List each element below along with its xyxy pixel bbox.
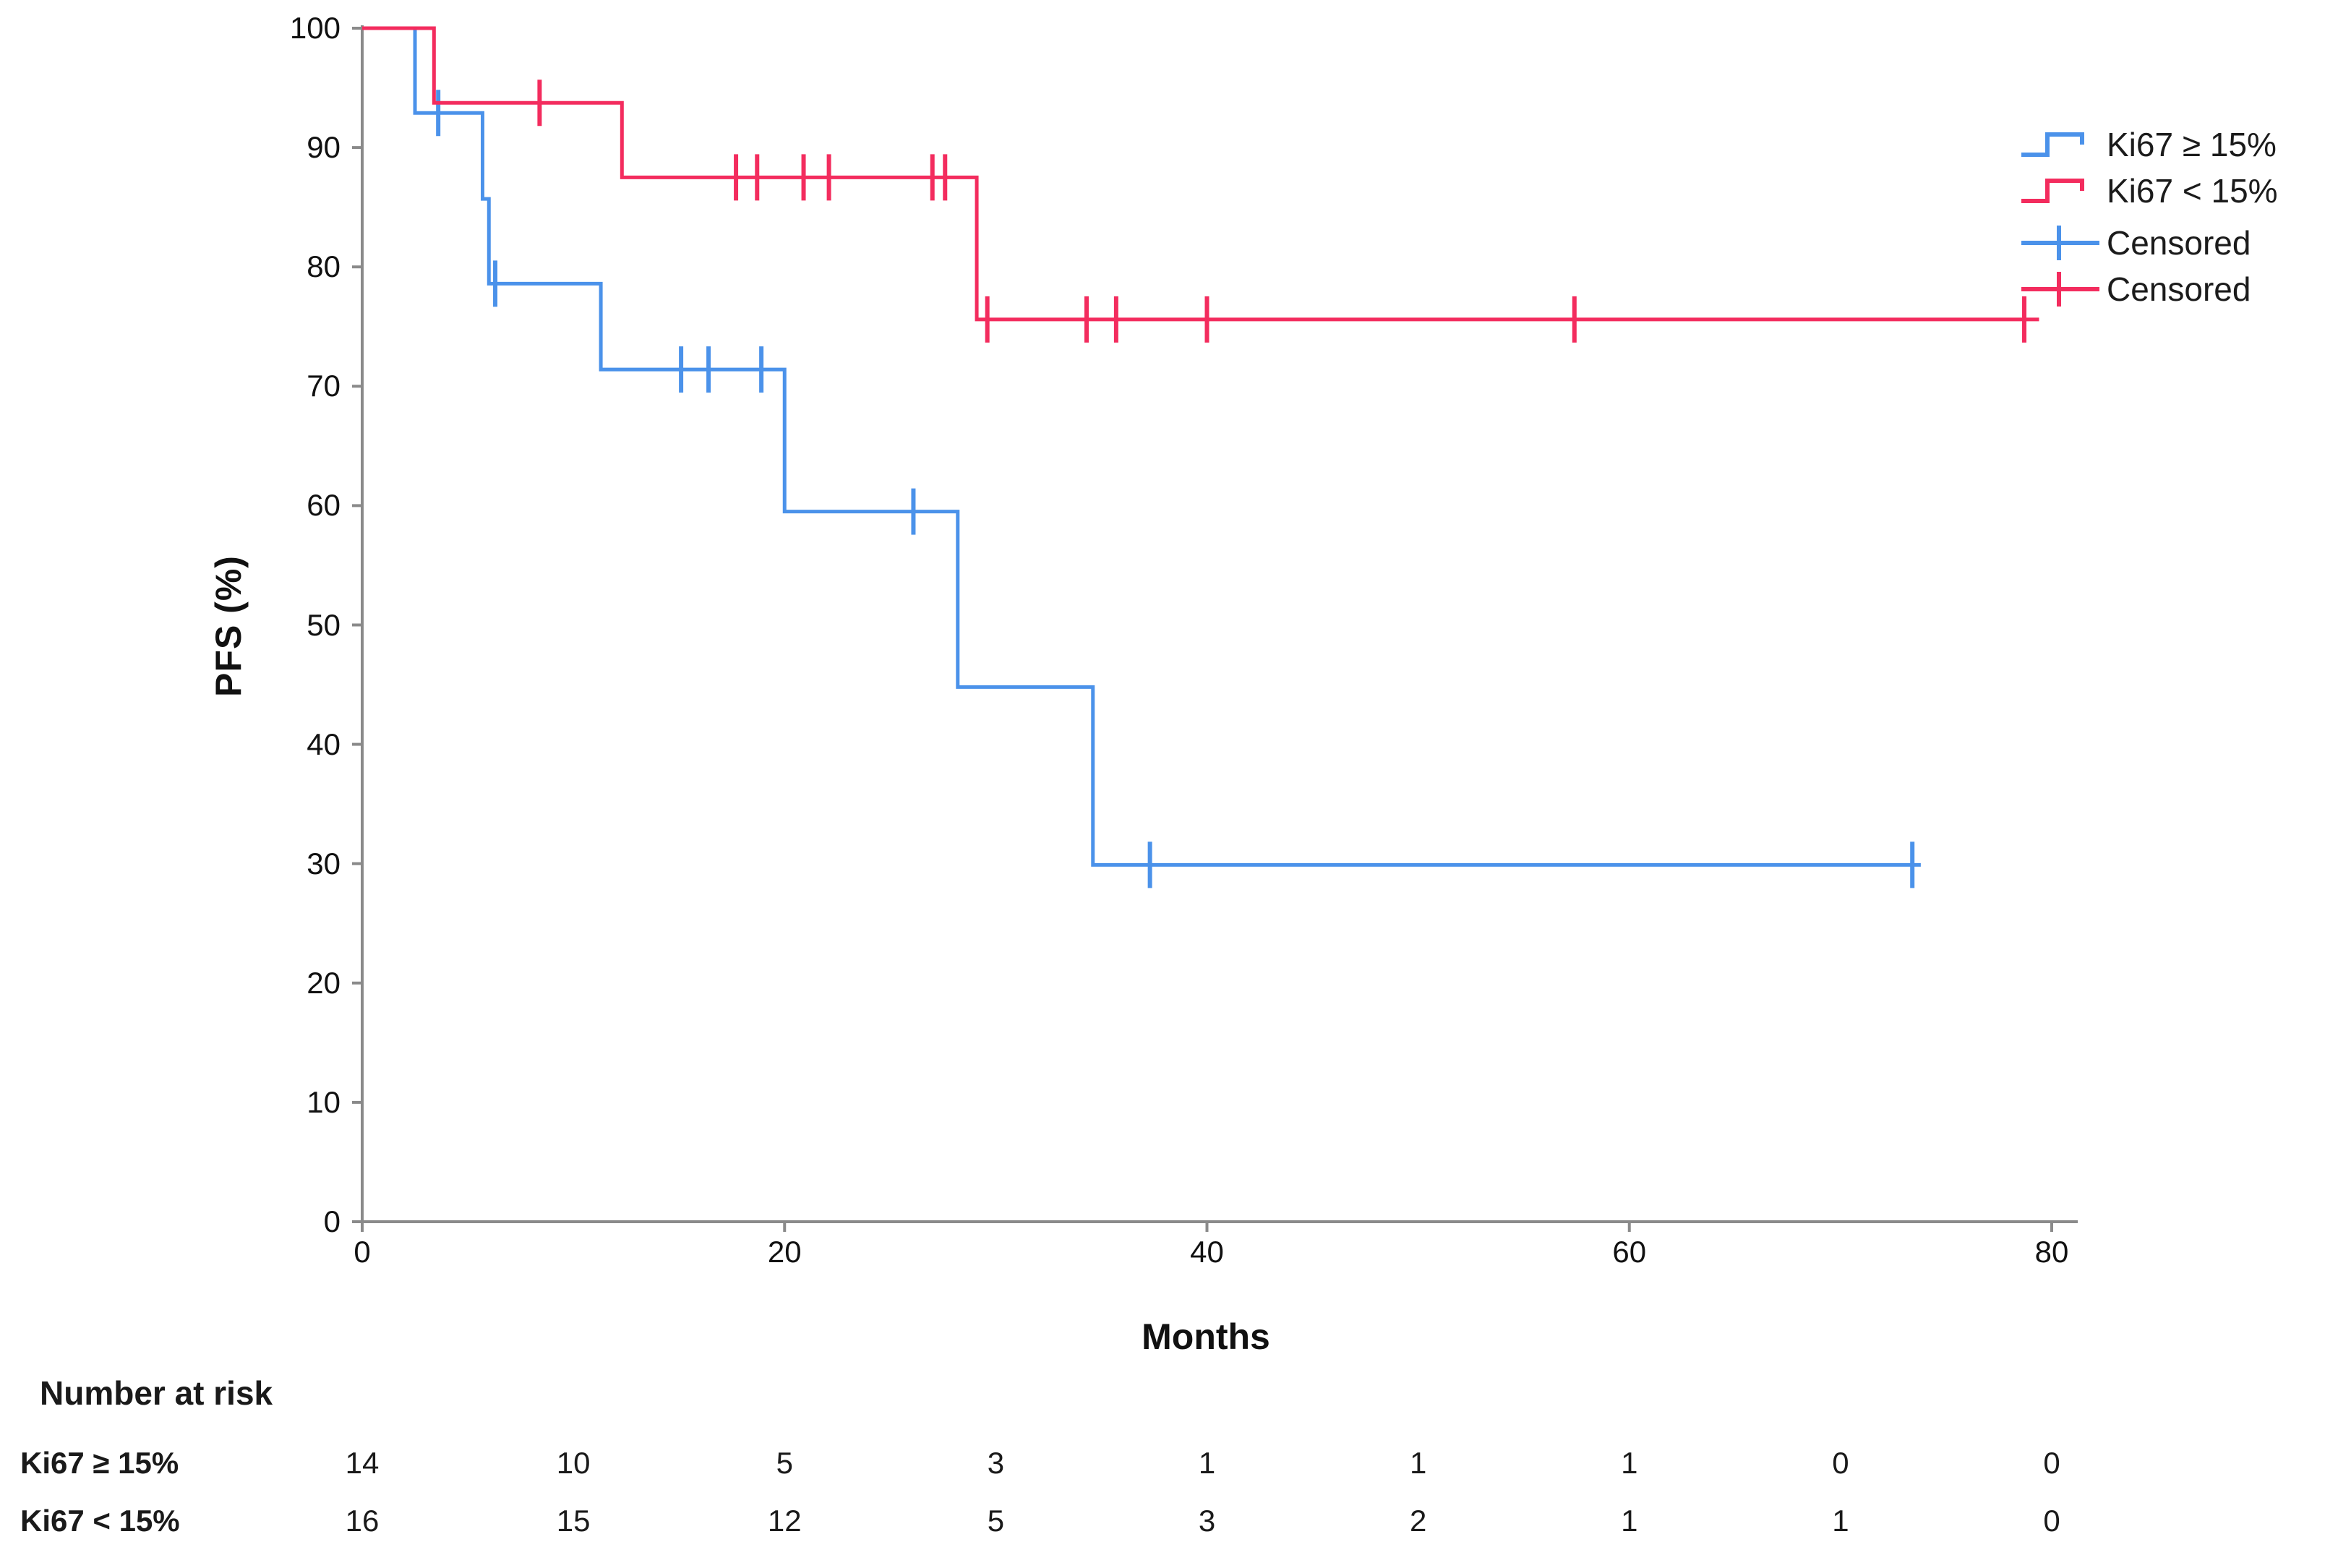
y-tick-label: 40 xyxy=(307,727,341,761)
risk-value: 1 xyxy=(1832,1504,1849,1538)
legend-item-ki67-ge-15: Ki67 ≥ 15% xyxy=(2018,121,2278,168)
risk-table-title: Number at risk xyxy=(40,1374,273,1412)
legend-label: Censored xyxy=(2107,224,2251,262)
y-tick-label: 60 xyxy=(307,488,341,523)
y-tick-label: 30 xyxy=(307,846,341,881)
km-curve-ki67-lt-15 xyxy=(362,26,2039,322)
risk-value: 0 xyxy=(2043,1504,2060,1538)
risk-row-label-ki67-ge-15: Ki67 ≥ 15% xyxy=(20,1446,179,1480)
risk-row-label-ki67-lt-15: Ki67 < 15% xyxy=(20,1504,180,1538)
y-tick-label: 90 xyxy=(307,130,341,165)
legend-label: Censored xyxy=(2107,270,2251,308)
risk-value: 1 xyxy=(1409,1446,1427,1480)
risk-value: 1 xyxy=(1198,1446,1216,1480)
step-line-icon xyxy=(2021,132,2084,157)
y-tick-label: 10 xyxy=(307,1084,341,1119)
risk-value: 14 xyxy=(345,1446,380,1480)
risk-value: 10 xyxy=(556,1446,591,1480)
y-tick-label: 50 xyxy=(307,607,341,642)
legend-label: Ki67 ≥ 15% xyxy=(2107,126,2277,163)
risk-value: 1 xyxy=(1621,1446,1638,1480)
x-axis-title: Months xyxy=(1142,1316,1270,1357)
risk-value: 0 xyxy=(2043,1446,2060,1480)
legend-item-censored-blue: Censored xyxy=(2018,220,2278,266)
risk-value: 0 xyxy=(1832,1446,1849,1480)
risk-value: 12 xyxy=(767,1504,802,1538)
y-axis-title: PFS (%) xyxy=(208,555,249,697)
risk-value: 5 xyxy=(987,1504,1005,1538)
x-tick-label: 80 xyxy=(2034,1235,2069,1269)
legend-item-censored-red: Censored xyxy=(2018,266,2278,312)
risk-value: 3 xyxy=(1198,1504,1216,1538)
risk-value: 2 xyxy=(1409,1504,1427,1538)
step-line-icon xyxy=(2021,179,2084,203)
risk-value: 5 xyxy=(776,1446,793,1480)
x-tick-label: 60 xyxy=(1612,1235,1647,1269)
x-tick-label: 20 xyxy=(767,1235,802,1269)
y-tick-label: 70 xyxy=(307,369,341,403)
plus-icon xyxy=(2021,226,2099,260)
risk-value: 16 xyxy=(345,1504,380,1538)
plus-icon xyxy=(2021,272,2099,307)
x-tick-label: 0 xyxy=(354,1235,371,1269)
x-tick-label: 40 xyxy=(1190,1235,1224,1269)
y-tick-label: 0 xyxy=(323,1204,341,1238)
risk-value: 1 xyxy=(1621,1504,1638,1538)
legend-label: Ki67 < 15% xyxy=(2107,172,2278,210)
legend: Ki67 ≥ 15% Ki67 < 15% Censored Censored xyxy=(2018,121,2278,312)
y-tick-label: 80 xyxy=(307,249,341,284)
km-curve-ki67-ge-15 xyxy=(362,26,1921,867)
risk-value: 15 xyxy=(556,1504,591,1538)
y-tick-label: 100 xyxy=(289,11,341,45)
y-tick-label: 20 xyxy=(307,965,341,1000)
risk-value: 3 xyxy=(987,1446,1005,1480)
legend-item-ki67-lt-15: Ki67 < 15% xyxy=(2018,168,2278,214)
